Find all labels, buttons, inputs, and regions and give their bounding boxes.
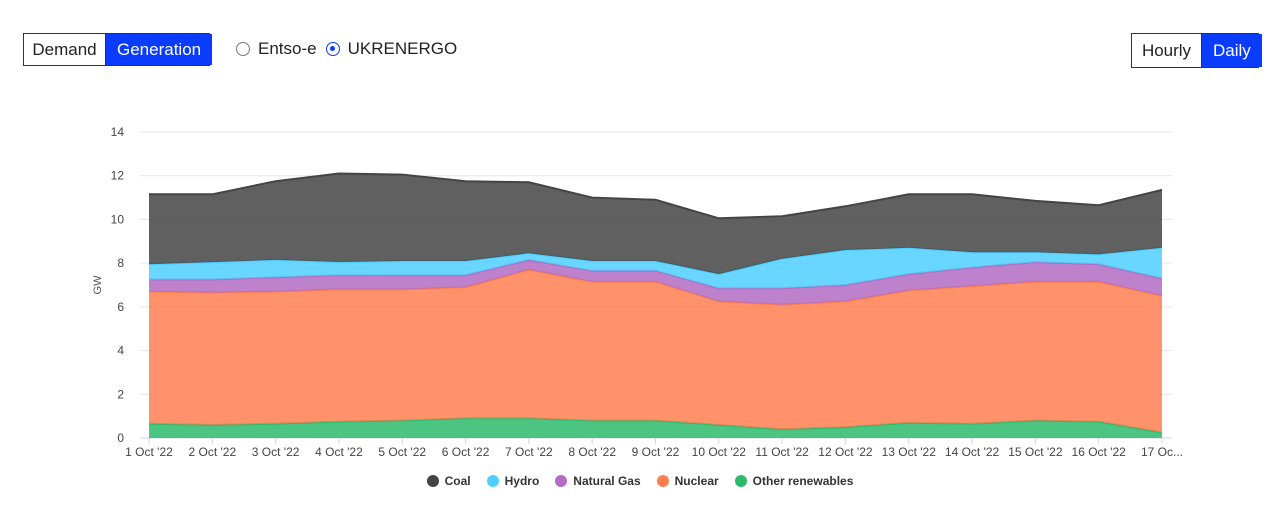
legend-dot-icon [555, 475, 568, 487]
x-tick-label: 6 Oct '22 [442, 445, 490, 459]
x-tick-label: 5 Oct '22 [378, 445, 426, 459]
y-axis-label: GW [92, 275, 104, 295]
legend-label: Nuclear [674, 474, 719, 488]
legend-label: Coal [444, 474, 471, 488]
y-tick-label: 10 [111, 212, 125, 226]
area-natural-gas [149, 259, 1162, 305]
entso-e-label: Entso-e [258, 39, 317, 58]
y-tick-label: 8 [117, 256, 124, 270]
y-axis: 0 2 4 6 8 10 12 14 [111, 125, 125, 445]
line-coal [149, 172, 1163, 220]
ukrenergo-label: UKRENERGO [347, 39, 458, 58]
x-tick-label: 13 Oct '22 [882, 445, 937, 459]
generation-button[interactable]: Generation [106, 34, 213, 65]
x-tick-label: 7 Oct '22 [505, 445, 553, 459]
legend-label: Hydro [504, 474, 540, 488]
y-tick-label: 12 [111, 169, 125, 183]
x-tick-label: 15 Oct '22 [1008, 445, 1063, 459]
x-axis: 1 Oct '22 2 Oct '22 3 Oct '22 4 Oct '22 5 Oc… [125, 438, 1183, 459]
legend-item-coal[interactable]: Coal [426, 474, 471, 488]
legend-label: Natural Gas [573, 474, 641, 488]
legend-item-natural-gas[interactable]: Natural Gas [555, 474, 641, 488]
x-tick-label: 4 Oct '22 [315, 445, 363, 459]
x-tick-label: 10 Oct '22 [692, 445, 747, 459]
radio-circle-icon [325, 42, 340, 56]
chart-legend: Coal Hydro Natural Gas Nuclear Other renewab… [0, 474, 1280, 488]
y-tick-label: 2 [117, 387, 124, 401]
x-tick-label: 9 Oct '22 [632, 445, 680, 459]
y-tick-label: 0 [117, 431, 124, 445]
radio-circle-icon [236, 42, 250, 56]
legend-dot-icon [656, 475, 669, 487]
x-tick-label: 17 Oc... [1141, 445, 1183, 459]
y-tick-label: 14 [111, 125, 125, 139]
generation-area-chart: 1 Oct '22 2 Oct '22 3 Oct '22 4 Oct '22 5 Oc… [92, 125, 1183, 459]
entso-e-radio[interactable]: Entso-e [236, 39, 317, 59]
x-tick-label: 11 Oct '22 [755, 445, 809, 459]
x-tick-label: 3 Oct '22 [252, 445, 300, 459]
demand-button[interactable]: Demand [24, 34, 106, 65]
demand-generation-toggle: Demand Generation [23, 33, 213, 66]
legend-label: Other renewables [752, 474, 854, 488]
x-tick-label: 8 Oct '22 [568, 445, 616, 459]
data-source-radio-group: Entso-e UKRENERGO [236, 39, 466, 59]
x-tick-label: 1 Oct '22 [125, 445, 173, 459]
area-coal [149, 173, 1162, 275]
x-tick-label: 16 Oct '22 [1072, 445, 1127, 459]
ukrenergo-radio[interactable]: UKRENERGO [325, 39, 458, 59]
x-tick-label: 14 Oct '22 [945, 445, 1000, 459]
x-tick-label: 12 Oct '22 [818, 445, 873, 459]
y-tick-label: 4 [117, 344, 124, 358]
area-hydro [149, 247, 1162, 289]
area-series [148, 172, 1163, 438]
legend-dot-icon [734, 475, 747, 487]
legend-item-nuclear[interactable]: Nuclear [656, 474, 719, 488]
legend-item-other-renewables[interactable]: Other renewables [734, 474, 854, 488]
legend-dot-icon [486, 475, 499, 487]
resolution-toggle: Hourly Daily [1131, 33, 1262, 68]
x-tick-label: 2 Oct '22 [188, 445, 236, 459]
legend-item-hydro[interactable]: Hydro [486, 474, 540, 488]
y-tick-label: 6 [117, 300, 124, 314]
daily-button[interactable]: Daily [1202, 34, 1262, 67]
hourly-button[interactable]: Hourly [1132, 34, 1202, 67]
area-nuclear [149, 269, 1162, 433]
legend-dot-icon [426, 475, 439, 487]
